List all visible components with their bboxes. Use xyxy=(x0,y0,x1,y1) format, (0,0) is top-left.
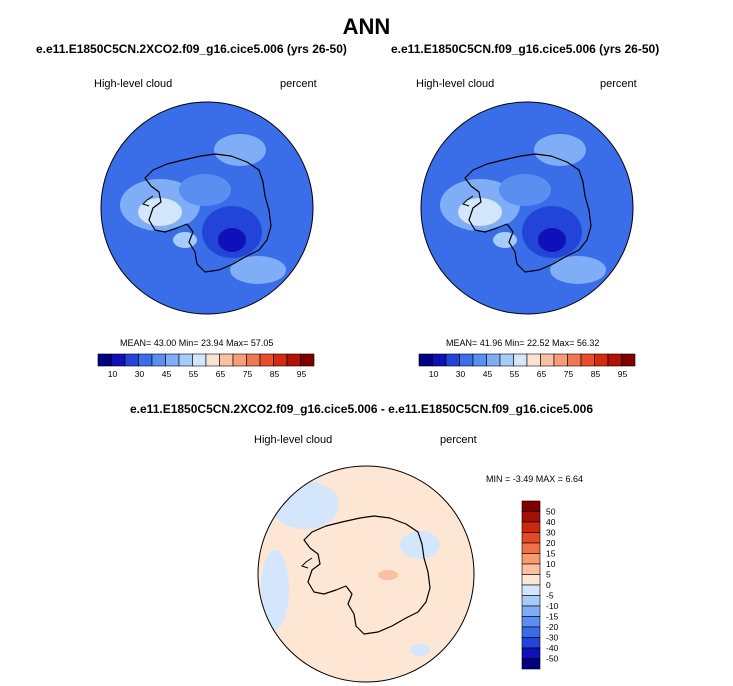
panel2-colorbar-swatch xyxy=(621,353,636,367)
diff-units-label: percent xyxy=(440,434,477,446)
diff-colorbar-swatch xyxy=(521,500,541,512)
diff-colorbar-tick-label: 0 xyxy=(546,580,551,590)
panel2-colorbar-swatch xyxy=(553,353,568,367)
diff-colorbar-swatch xyxy=(521,637,541,649)
panel2-stats: MEAN= 41.96 Min= 22.52 Max= 56.32 xyxy=(446,338,600,348)
panel1-case-title: e.e11.E1850C5CN.2XCO2.f09_g16.cice5.006 … xyxy=(36,42,347,56)
diff-colorbar-swatch xyxy=(521,553,541,565)
diff-colorbar-swatch xyxy=(521,595,541,607)
panel2-units-label: percent xyxy=(600,78,637,90)
panel2-colorbar-swatch xyxy=(540,353,555,367)
diff-colorbar-swatch xyxy=(521,532,541,544)
diff-colorbar-swatch xyxy=(521,521,541,533)
diff-colorbar-swatch xyxy=(521,563,541,575)
panel1-colorbar-tick-label: 85 xyxy=(270,369,280,379)
panel1-colorbar-tick-label: 95 xyxy=(297,369,307,379)
panel2-colorbar-swatch xyxy=(472,353,487,367)
diff-colorbar-tick-label: 30 xyxy=(546,528,556,538)
panel2-colorbar: 10 30 45 55 65 75 85 95 xyxy=(418,353,636,379)
panel2-colorbar-tick-label: 95 xyxy=(618,369,628,379)
diff-colorbar-tick-label: -15 xyxy=(546,612,559,622)
panel1-colorbar-swatch xyxy=(219,353,234,367)
panel2-colorbar-swatch xyxy=(432,353,447,367)
diff-colorbar-tick-label: -30 xyxy=(546,633,559,643)
panel1-colorbar-swatch xyxy=(273,353,288,367)
panel2-colorbar-tick-label: 45 xyxy=(483,369,493,379)
diff-colorbar-swatch xyxy=(521,647,541,659)
panel2-colorbar-swatch xyxy=(445,353,460,367)
panel2-colorbar-tick-label: 30 xyxy=(456,369,466,379)
panel2-colorbar-tick-label: 85 xyxy=(591,369,601,379)
panel2-colorbar-tick-label: 55 xyxy=(510,369,520,379)
panel2-colorbar-swatch xyxy=(486,353,501,367)
panel2-colorbar-swatch xyxy=(567,353,582,367)
panel1-colorbar-tick-label: 10 xyxy=(108,369,118,379)
panel1-field-label: High-level cloud xyxy=(94,78,173,90)
diff-colorbar-swatch xyxy=(521,511,541,523)
panel1-colorbar-swatch xyxy=(286,353,301,367)
diff-colorbar-swatch xyxy=(521,574,541,586)
panel1-colorbar-swatch xyxy=(97,353,112,367)
panel1-colorbar-swatch xyxy=(232,353,247,367)
panel2-colorbar-swatch xyxy=(418,353,433,367)
diff-colorbar-tick-label: 5 xyxy=(546,570,551,580)
panel1-colorbar-tick-label: 30 xyxy=(135,369,145,379)
panel1-colorbar-swatch xyxy=(124,353,139,367)
diff-field-label: High-level cloud xyxy=(254,434,333,446)
panel1-colorbar-swatch xyxy=(246,353,261,367)
diff-colorbar-tick-label: 15 xyxy=(546,549,556,559)
panel1-colorbar-swatch xyxy=(259,353,274,367)
diff-colorbar-tick-label: -20 xyxy=(546,622,559,632)
panel1-colorbar-swatch xyxy=(165,353,180,367)
panel2-colorbar-swatch xyxy=(499,353,514,367)
panel1-colorbar-swatch xyxy=(178,353,193,367)
diff-colorbar-swatch xyxy=(521,605,541,617)
diff-colorbar-tick-label: -10 xyxy=(546,601,559,611)
page-title: ANN xyxy=(342,14,391,39)
diff-colorbar-swatch xyxy=(521,584,541,596)
panel1-colorbar-swatch xyxy=(151,353,166,367)
diff-title: e.e11.E1850C5CN.2XCO2.f09_g16.cice5.006 … xyxy=(130,402,593,416)
panel1-stats: MEAN= 43.00 Min= 23.94 Max= 57.05 xyxy=(120,338,274,348)
panel1-units-label: percent xyxy=(280,78,317,90)
panel1-colorbar-swatch xyxy=(192,353,207,367)
diff-colorbar-tick-label: 20 xyxy=(546,538,556,548)
diff-colorbar-swatch xyxy=(521,658,541,670)
diff-colorbar-swatch xyxy=(521,542,541,554)
diff-colorbar-tick-label: 40 xyxy=(546,517,556,527)
panel2-colorbar-swatch xyxy=(526,353,541,367)
diff-stats: MIN = -3.49 MAX = 6.64 xyxy=(486,474,584,484)
diff-colorbar-tick-label: 50 xyxy=(546,507,556,517)
diff-colorbar-tick-label: -40 xyxy=(546,643,559,653)
panel2-colorbar-tick-label: 75 xyxy=(564,369,574,379)
panel1-map xyxy=(100,101,314,315)
panel1-colorbar-swatch xyxy=(111,353,126,367)
panel2-colorbar-swatch xyxy=(459,353,474,367)
panel1-colorbar: 10 30 45 55 65 75 85 95 xyxy=(97,353,315,379)
panel1-colorbar-swatch xyxy=(138,353,153,367)
diff-colorbar-swatch xyxy=(521,616,541,628)
diff-colorbar-swatch xyxy=(521,626,541,638)
diff-colorbar-tick-label: -5 xyxy=(546,591,554,601)
diff-map xyxy=(257,465,475,683)
panel2-field-label: High-level cloud xyxy=(416,78,495,90)
panel1-colorbar-tick-label: 45 xyxy=(162,369,172,379)
panel1-colorbar-tick-label: 65 xyxy=(216,369,226,379)
panel2-colorbar-swatch xyxy=(580,353,595,367)
panel2-case-title: e.e11.E1850C5CN.f09_g16.cice5.006 (yrs 2… xyxy=(391,42,660,56)
panel1-colorbar-tick-label: 55 xyxy=(189,369,199,379)
diff-colorbar-tick-label: -50 xyxy=(546,654,559,664)
panel2-map xyxy=(420,101,634,315)
panel2-colorbar-tick-label: 65 xyxy=(537,369,547,379)
panel1-colorbar-swatch xyxy=(300,353,315,367)
panel1-colorbar-swatch xyxy=(205,353,220,367)
panel2-colorbar-swatch xyxy=(594,353,609,367)
diff-colorbar-tick-label: 10 xyxy=(546,559,556,569)
panel2-colorbar-swatch xyxy=(513,353,528,367)
panel1-colorbar-tick-label: 75 xyxy=(243,369,253,379)
panel2-colorbar-swatch xyxy=(607,353,622,367)
panel2-colorbar-tick-label: 10 xyxy=(429,369,439,379)
